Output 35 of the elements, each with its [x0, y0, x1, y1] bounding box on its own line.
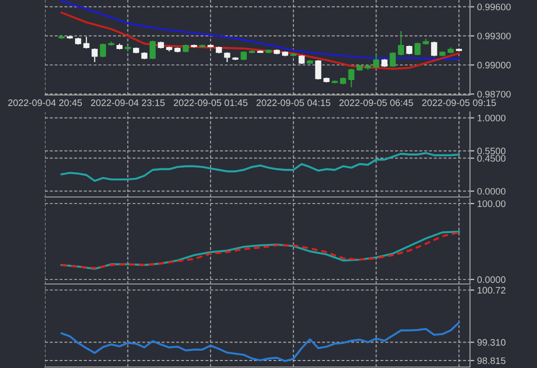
candlestick — [431, 41, 438, 57]
y-tick-label: 0.99600 — [477, 4, 511, 10]
y-tick-label: 0.5500 — [477, 148, 506, 154]
line-series — [60, 152, 460, 182]
candlestick — [224, 52, 230, 63]
y-tick-label: 0.98700 — [477, 90, 511, 98]
candlestick — [398, 30, 404, 56]
y-tick-label: 0.99000 — [477, 62, 511, 68]
candlestick — [373, 52, 380, 68]
y-tick-label: 0.0000 — [477, 188, 506, 195]
y-tick-label: 0.99300 — [477, 32, 511, 40]
line-series — [60, 322, 460, 362]
x-tick-label: 2022-09-05 04:15 — [256, 99, 330, 106]
y-tick-label: 99.310 — [477, 339, 506, 346]
y-tick-label: 0.0000 — [477, 276, 506, 283]
candlestick — [92, 48, 98, 63]
candlestick — [83, 36, 90, 50]
x-tick-label: 2022-09-05 09:15 — [422, 99, 496, 106]
candlestick — [100, 43, 106, 58]
candlestick — [315, 60, 322, 80]
y-tick-label: 1.0000 — [478, 114, 506, 122]
line-series — [60, 0, 460, 60]
x-tick-label: 2022-09-05 06:45 — [339, 99, 414, 106]
candlestick — [150, 40, 156, 60]
y-tick-label: 98.815 — [477, 357, 506, 364]
y-tick-label: 0.4500 — [477, 154, 506, 162]
line-series — [60, 12, 460, 70]
candlestick — [414, 42, 421, 56]
candlestick — [390, 52, 396, 68]
x-tick-label: 2022-09-04 20:45 — [8, 99, 82, 106]
y-tick-label: 100.72 — [478, 286, 506, 294]
y-tick-label: 100.00 — [478, 200, 506, 208]
candlestick — [348, 68, 354, 88]
x-tick-label: 2022-09-05 01:45 — [174, 99, 248, 106]
x-tick-label: 2022-09-04 23:15 — [90, 99, 165, 106]
